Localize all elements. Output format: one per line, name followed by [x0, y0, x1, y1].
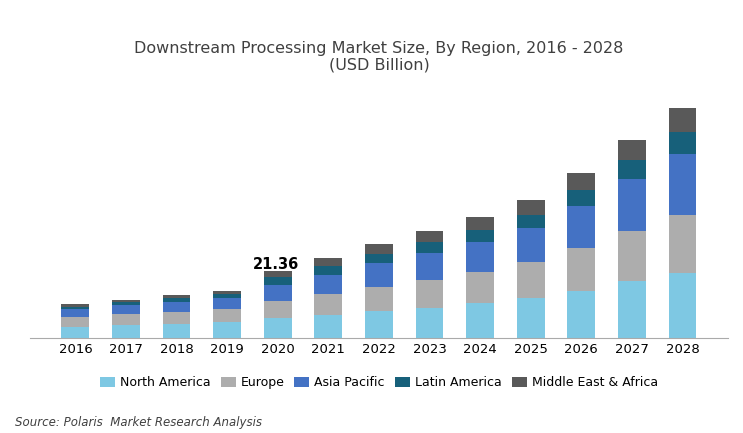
Bar — [264, 278, 292, 284]
Bar — [112, 302, 140, 305]
Bar — [466, 242, 494, 272]
Bar — [669, 132, 696, 154]
Bar — [62, 307, 89, 310]
Bar — [669, 109, 696, 132]
Bar — [365, 254, 393, 263]
Bar — [163, 312, 190, 323]
Bar — [264, 284, 292, 301]
Bar — [314, 259, 343, 266]
Bar — [163, 298, 190, 302]
Title: Downstream Processing Market Size, By Region, 2016 - 2028
(USD Billion): Downstream Processing Market Size, By Re… — [134, 41, 623, 73]
Bar — [466, 272, 494, 303]
Legend: North America, Europe, Asia Pacific, Latin America, Middle East & Africa: North America, Europe, Asia Pacific, Lat… — [95, 371, 663, 394]
Bar — [415, 253, 444, 280]
Bar — [618, 281, 646, 338]
Bar — [365, 287, 393, 311]
Bar — [314, 266, 343, 275]
Bar — [568, 291, 595, 338]
Bar — [264, 301, 292, 318]
Bar — [163, 295, 190, 298]
Bar — [314, 315, 343, 338]
Bar — [517, 200, 545, 215]
Bar — [62, 317, 89, 327]
Bar — [365, 244, 393, 254]
Bar — [62, 304, 89, 307]
Bar — [618, 160, 646, 179]
Bar — [466, 230, 494, 242]
Bar — [213, 291, 241, 294]
Bar — [365, 311, 393, 338]
Bar — [415, 280, 444, 308]
Bar — [314, 294, 343, 315]
Bar — [112, 305, 140, 314]
Bar — [314, 275, 343, 294]
Bar — [466, 217, 494, 230]
Text: Source: Polaris  Market Research Analysis: Source: Polaris Market Research Analysis — [15, 416, 262, 429]
Bar — [415, 308, 444, 338]
Bar — [112, 314, 140, 325]
Bar — [112, 300, 140, 302]
Bar — [264, 318, 292, 338]
Bar — [365, 263, 393, 287]
Bar — [568, 190, 595, 206]
Bar — [213, 294, 241, 297]
Bar — [466, 303, 494, 338]
Bar — [618, 140, 646, 160]
Bar — [415, 242, 444, 253]
Bar — [163, 302, 190, 312]
Bar — [62, 310, 89, 317]
Bar — [517, 215, 545, 228]
Bar — [62, 327, 89, 338]
Bar — [568, 173, 595, 190]
Bar — [618, 231, 646, 281]
Text: 21.36: 21.36 — [253, 258, 299, 272]
Bar — [517, 262, 545, 298]
Bar — [213, 322, 241, 338]
Bar — [517, 228, 545, 262]
Bar — [669, 273, 696, 338]
Bar — [568, 248, 595, 291]
Bar — [517, 298, 545, 338]
Bar — [669, 154, 696, 215]
Bar — [568, 206, 595, 248]
Bar — [163, 323, 190, 338]
Bar — [669, 215, 696, 273]
Bar — [618, 179, 646, 231]
Bar — [264, 271, 292, 278]
Bar — [415, 231, 444, 242]
Bar — [213, 297, 241, 309]
Bar — [112, 325, 140, 338]
Bar — [213, 309, 241, 322]
